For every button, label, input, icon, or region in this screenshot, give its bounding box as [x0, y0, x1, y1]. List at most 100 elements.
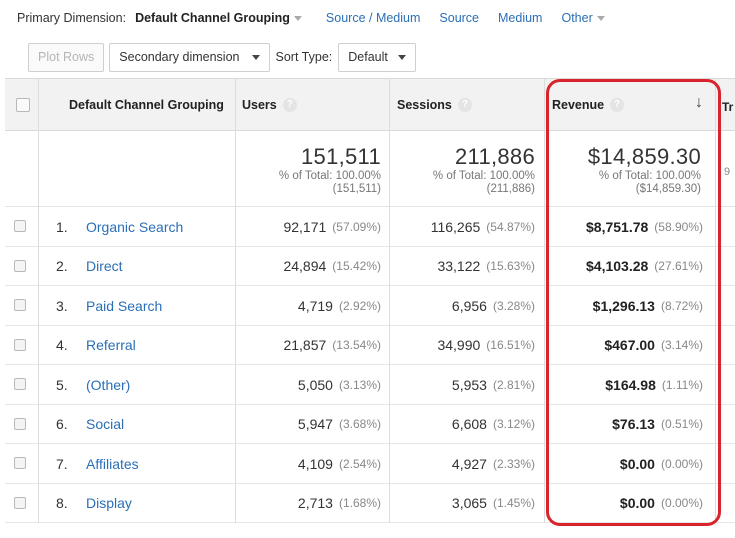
sessions-cell: 33,122 (15.63%): [392, 247, 535, 286]
row-checkbox[interactable]: [14, 378, 26, 390]
sessions-percent: (2.81%): [492, 377, 535, 392]
channel-link[interactable]: Affiliates: [86, 455, 139, 472]
revenue-percent: (8.72%): [660, 298, 703, 313]
header-truncated-column[interactable]: Tr: [722, 100, 734, 114]
table-row: 3. Paid Search 4,719 (2.92%) 6,956 (3.28%) $1,…: [5, 286, 735, 326]
total-users: 151,511 % of Total: 100.00% (151,511): [237, 131, 381, 207]
table-row: 7. Affiliates 4,109 (2.54%) 4,927 (2.33%) $0.0…: [5, 444, 735, 484]
chevron-down-icon: [293, 15, 302, 21]
row-index: 2.: [56, 258, 68, 274]
table-row: 4. Referral 21,857 (13.54%) 34,990 (16.51%) $4…: [5, 326, 735, 365]
row-checkbox[interactable]: [14, 259, 26, 272]
channel-link[interactable]: Referral: [86, 337, 136, 353]
row-checkbox[interactable]: [14, 338, 26, 351]
total-revenue-share: % of Total: 100.00%: [598, 170, 701, 182]
secondary-dimension-dropdown[interactable]: Secondary dimension: [109, 42, 270, 72]
plot-rows-button[interactable]: Plot Rows: [28, 42, 105, 72]
total-revenue: $14,859.30 % of Total: 100.00% ($14,859.…: [547, 131, 701, 207]
revenue-cell: $0.00 (0.00%): [547, 444, 703, 483]
row-index: 1.: [56, 218, 68, 235]
dimension-link-source[interactable]: Source: [439, 11, 480, 25]
total-sessions: 211,886 % of Total: 100.00% (211,886): [392, 131, 535, 207]
channel-link[interactable]: Paid Search: [86, 297, 163, 314]
revenue-percent: (1.11%): [661, 377, 703, 392]
users-value: 2,713: [297, 495, 333, 511]
help-icon[interactable]: ?: [282, 98, 297, 112]
totals-row: 151,511 % of Total: 100.00% (151,511) 21…: [5, 131, 735, 207]
dimension-link-medium[interactable]: Medium: [498, 11, 543, 25]
revenue-percent: (0.51%): [660, 417, 703, 431]
users-cell: 92,171 (57.09%): [237, 207, 381, 246]
revenue-percent: (27.61%): [654, 259, 703, 273]
revenue-percent: (3.14%): [660, 338, 703, 352]
header-revenue-label: Revenue: [552, 98, 605, 112]
users-value: 24,894: [283, 258, 327, 274]
revenue-cell: $76.13 (0.51%): [547, 405, 703, 444]
row-index: 7.: [56, 455, 68, 472]
row-index: 6.: [56, 416, 68, 432]
header-sessions[interactable]: Sessions ?: [397, 79, 472, 131]
row-checkbox[interactable]: [14, 457, 26, 469]
users-value: 92,171: [283, 218, 327, 235]
users-percent: (57.09%): [332, 219, 381, 234]
users-value: 21,857: [283, 337, 327, 353]
row-checkbox[interactable]: [14, 299, 26, 311]
sort-type-dropdown[interactable]: Default: [338, 42, 416, 72]
sessions-cell: 34,990 (16.51%): [392, 326, 535, 365]
revenue-cell: $4,103.28 (27.61%): [547, 247, 703, 286]
dimension-link-other[interactable]: Other: [561, 11, 605, 25]
row-index: 8.: [56, 495, 68, 511]
header-users[interactable]: Users ?: [242, 79, 297, 131]
revenue-value: $0.00: [619, 495, 655, 511]
row-checkbox[interactable]: [14, 417, 26, 430]
sessions-percent: (16.51%): [486, 338, 535, 352]
channel-link[interactable]: Direct: [86, 258, 123, 274]
column-divider: [38, 78, 39, 523]
revenue-cell: $164.98 (1.11%): [547, 365, 703, 404]
row-checkbox[interactable]: [14, 220, 26, 232]
primary-dimension-active-label: Default Channel Grouping: [135, 11, 290, 25]
revenue-percent: (0.00%): [660, 456, 703, 471]
sessions-percent: (3.28%): [492, 298, 535, 313]
row-checkbox[interactable]: [14, 496, 26, 509]
revenue-value: $164.98: [605, 376, 656, 393]
row-index: 4.: [56, 337, 68, 353]
row-index: 5.: [56, 376, 68, 393]
sessions-percent: (15.63%): [486, 259, 535, 273]
users-percent: (2.92%): [338, 298, 381, 313]
help-icon[interactable]: ?: [457, 98, 472, 112]
total-sessions-raw: (211,886): [486, 183, 535, 195]
users-percent: (13.54%): [332, 338, 381, 352]
revenue-cell: $1,296.13 (8.72%): [547, 286, 703, 325]
channel-link[interactable]: Display: [86, 495, 132, 511]
channel-link[interactable]: (Other): [86, 376, 131, 393]
sessions-cell: 6,608 (3.12%): [392, 405, 535, 444]
sessions-value: 3,065: [451, 495, 487, 511]
sessions-value: 6,608: [451, 416, 487, 432]
channel-link[interactable]: Organic Search: [86, 218, 184, 235]
table-row: 2. Direct 24,894 (15.42%) 33,122 (15.63%) $4,1…: [5, 247, 735, 286]
dimension-link-source-medium[interactable]: Source / Medium: [325, 11, 421, 25]
header-revenue[interactable]: Revenue ?: [552, 79, 625, 131]
sessions-value: 5,953: [451, 376, 487, 393]
sessions-cell: 4,927 (2.33%): [392, 444, 535, 483]
column-divider: [544, 78, 545, 523]
revenue-percent: (0.00%): [660, 496, 703, 510]
sessions-value: 4,927: [451, 455, 487, 472]
sort-descending-icon[interactable]: ↓: [695, 94, 703, 111]
users-cell: 5,947 (3.68%): [237, 405, 381, 444]
select-all-checkbox[interactable]: [16, 98, 30, 112]
table-row: 8. Display 2,713 (1.68%) 3,065 (1.45%) $0.00 (0…: [5, 484, 735, 523]
header-users-label: Users: [242, 98, 277, 112]
primary-dimension-active[interactable]: Default Channel Grouping: [135, 11, 302, 25]
total-sessions-value: 211,886: [455, 144, 535, 169]
users-value: 4,719: [297, 297, 333, 314]
header-dimension[interactable]: Default Channel Grouping: [69, 98, 224, 112]
sessions-cell: 3,065 (1.45%): [392, 484, 535, 523]
channel-link[interactable]: Social: [86, 416, 125, 432]
help-icon[interactable]: ?: [610, 98, 625, 112]
users-value: 5,050: [297, 376, 333, 393]
truncated-column-total: 9: [724, 166, 731, 178]
revenue-value: $0.00: [619, 455, 655, 472]
table-row: 5. (Other) 5,050 (3.13%) 5,953 (2.81%) $164.98…: [5, 365, 735, 405]
